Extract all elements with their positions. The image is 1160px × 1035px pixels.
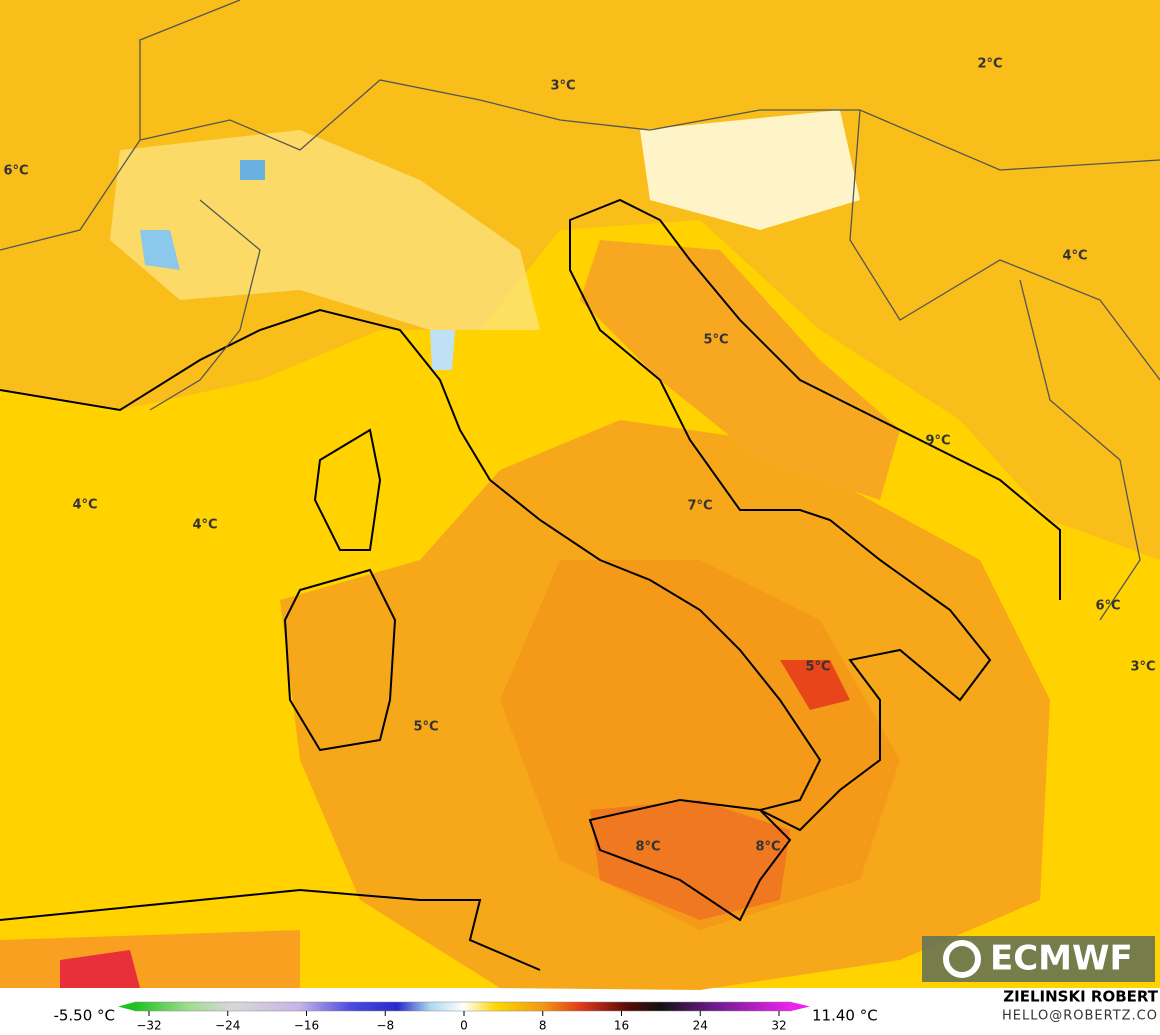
credit-author: ZIELINSKI ROBERT	[1003, 988, 1158, 1006]
temperature-label: 2°C	[977, 57, 1002, 72]
temperature-label: 4°C	[72, 498, 97, 513]
colorbar-tick-label: 16	[614, 1019, 629, 1033]
coastlines	[0, 198, 1061, 971]
colorbar-tick-label: 24	[693, 1019, 708, 1033]
logo-icon	[943, 940, 981, 978]
temperature-label: 5°C	[413, 720, 438, 735]
colorbar-tick-label: −24	[215, 1019, 240, 1033]
temperature-label: 3°C	[550, 79, 575, 94]
colorbar-tick-label: 8	[539, 1019, 547, 1033]
credit-email: HELLO@ROBERTZ.CO	[1002, 1009, 1158, 1024]
temperature-label: 4°C	[192, 518, 217, 533]
temperature-label: 7°C	[687, 499, 712, 514]
temperature-label: 8°C	[755, 840, 780, 855]
temperature-label: 9°C	[925, 434, 950, 449]
borders	[0, 0, 1160, 621]
colorbar-max-arrow	[791, 1002, 810, 1011]
temperature-label: 4°C	[1062, 249, 1087, 264]
colorbar-tick-label: −8	[376, 1019, 394, 1033]
logo-text: ECMWF	[990, 939, 1133, 979]
temperature-label: 6°C	[3, 164, 28, 179]
temperature-label: 3°C	[1130, 660, 1155, 675]
temperature-label: 5°C	[805, 660, 830, 675]
colorbar-min-label: -5.50 °C	[53, 1007, 115, 1025]
temperature-label: 8°C	[635, 840, 660, 855]
map-background	[0, 0, 1160, 990]
colorbar-tick-label: 32	[771, 1019, 786, 1033]
colorbar	[134, 1001, 792, 1012]
colorbar-tick-label: −32	[136, 1019, 161, 1033]
colorbar-min-arrow	[118, 1002, 135, 1011]
colorbar-tick-label: 0	[460, 1019, 468, 1033]
temperature-label: 5°C	[703, 333, 728, 348]
colorbar-tick-label: −16	[294, 1019, 319, 1033]
temperature-label: 6°C	[1095, 599, 1120, 614]
colorbar-max-label: 11.40 °C	[812, 1007, 878, 1025]
